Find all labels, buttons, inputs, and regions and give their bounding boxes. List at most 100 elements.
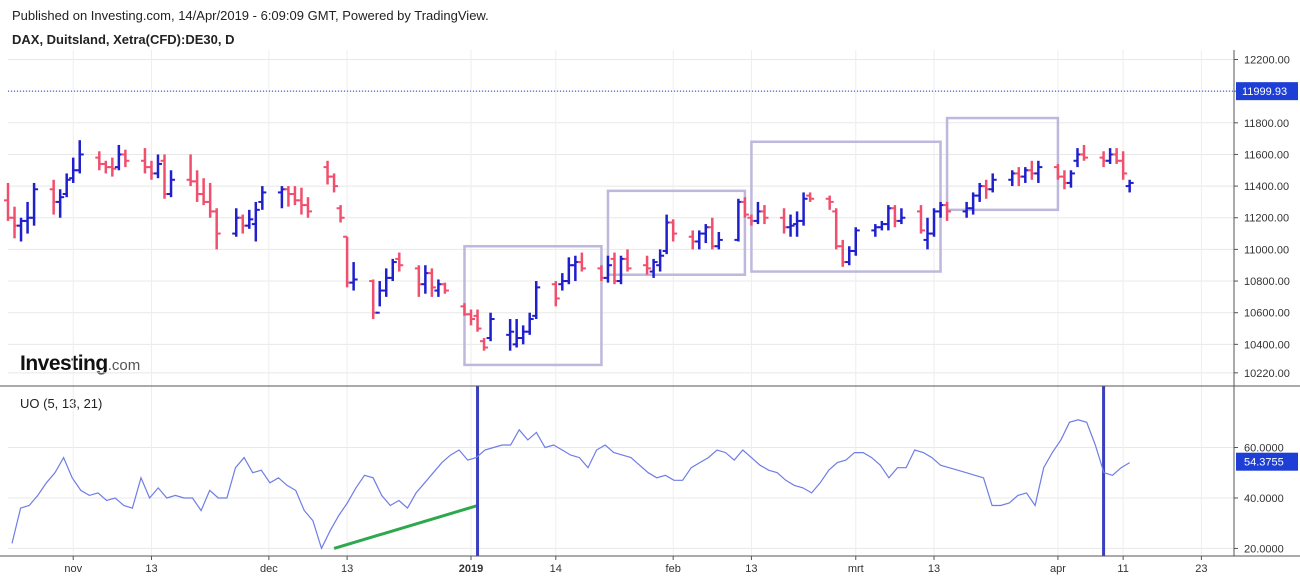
annotations bbox=[333, 116, 1106, 556]
ohlc-bar-down bbox=[943, 201, 952, 221]
ohlc-bar-up bbox=[714, 231, 723, 250]
uo-tick-label: 60.0000 bbox=[1244, 443, 1284, 455]
indicator-label: UO (5, 13, 21) bbox=[20, 396, 103, 411]
uo-last-badge bbox=[1236, 452, 1298, 471]
ohlc-bars bbox=[4, 140, 1134, 351]
ohlc-bar-up bbox=[1034, 160, 1043, 183]
price-tick-label: 10400.00 bbox=[1244, 339, 1290, 351]
ohlc-bar-up bbox=[656, 249, 665, 272]
price-tick-label: 11200.00 bbox=[1244, 213, 1289, 225]
ohlc-bar-down bbox=[10, 206, 19, 239]
x-tick-label: 2019 bbox=[459, 563, 483, 575]
ohlc-bar-up bbox=[988, 173, 997, 193]
ohlc-bar-up bbox=[753, 201, 762, 225]
ohlc-bar-up bbox=[786, 214, 795, 237]
price-tick-label: 10220.00 bbox=[1244, 368, 1290, 380]
price-tick-label: 11600.00 bbox=[1244, 149, 1289, 161]
ohlc-bar-down bbox=[336, 205, 345, 223]
ohlc-bar-up bbox=[877, 220, 886, 231]
ohlc-bar-down bbox=[1080, 144, 1089, 161]
ohlc-bar-up bbox=[153, 154, 162, 179]
ohlc-bar-down bbox=[643, 255, 652, 275]
ohlc-bar-down bbox=[297, 187, 306, 215]
ohlc-bar-up bbox=[349, 262, 358, 291]
x-tick-label: dec bbox=[260, 563, 278, 575]
ohlc-bar-up bbox=[258, 186, 267, 210]
ohlc-bar-up bbox=[519, 325, 528, 345]
price-tick-label: 10800.00 bbox=[1244, 276, 1290, 288]
ohlc-bar-down bbox=[160, 154, 169, 199]
ohlc-bar-down bbox=[206, 182, 215, 218]
ohlc-bar-down bbox=[708, 217, 717, 250]
ohlc-bar-down bbox=[330, 173, 339, 193]
x-tick-label: 13 bbox=[145, 563, 157, 575]
ohlc-bar-up bbox=[799, 192, 808, 226]
ohlc-bar-up bbox=[930, 208, 939, 237]
range-box bbox=[606, 189, 747, 276]
ohlc-bar-up bbox=[1125, 179, 1134, 193]
uo-tick-label: 20.0000 bbox=[1244, 543, 1284, 555]
ohlc-bar-down bbox=[147, 160, 156, 180]
investing-logo: Investing.com bbox=[20, 352, 140, 376]
price-tick-label: 10600.00 bbox=[1244, 308, 1290, 320]
ohlc-bar-down bbox=[832, 208, 841, 250]
ohlc-bar-up bbox=[232, 208, 241, 237]
x-tick-label: 13 bbox=[341, 563, 353, 575]
ohlc-bar-up bbox=[375, 281, 384, 314]
logo-brand: Investing bbox=[20, 352, 108, 375]
ohlc-bar-down bbox=[577, 252, 586, 272]
x-tick-label: 14 bbox=[550, 563, 562, 575]
ohlc-bar-down bbox=[121, 149, 130, 168]
ohlc-bar-up bbox=[75, 140, 84, 174]
ohlc-bar-up bbox=[525, 312, 534, 335]
uo-series bbox=[11, 419, 1131, 551]
ohlc-bar-down bbox=[551, 281, 560, 307]
ohlc-bar-up bbox=[793, 211, 802, 237]
last-price-label: 11999.93 bbox=[1242, 86, 1287, 98]
ohlc-bar-down bbox=[140, 148, 149, 174]
ohlc-bar-up bbox=[851, 227, 860, 256]
price-tick-label: 11800.00 bbox=[1244, 118, 1289, 130]
ohlc-bar-up bbox=[871, 224, 880, 237]
ohlc-bar-down bbox=[825, 195, 834, 210]
ohlc-bar-up bbox=[649, 258, 658, 278]
ohlc-bar-up bbox=[62, 173, 71, 198]
ohlc-bar-down bbox=[290, 186, 299, 206]
price-tick-label: 11000.00 bbox=[1244, 244, 1289, 256]
ohlc-bar-up bbox=[662, 214, 671, 255]
grid bbox=[8, 50, 1234, 556]
symbol-title: DAX, Duitsland, Xetra(CFD):DE30, D bbox=[12, 32, 235, 47]
ohlc-bar-down bbox=[4, 182, 12, 221]
ohlc-bar-down bbox=[343, 235, 352, 288]
ohlc-bar-down bbox=[780, 208, 789, 234]
ohlc-bar-down bbox=[303, 197, 312, 218]
ohlc-bar-down bbox=[760, 205, 769, 225]
ohlc-bar-down bbox=[395, 252, 404, 272]
ohlc-bar-up bbox=[617, 255, 625, 285]
axes: 12200.0012000.0011800.0011600.0011400.00… bbox=[0, 50, 1300, 575]
ohlc-bar-down bbox=[212, 208, 221, 250]
ohlc-bar-up bbox=[56, 189, 65, 218]
ohlc-bar-up bbox=[245, 209, 254, 229]
range-box bbox=[750, 140, 942, 273]
ohlc-bar-up bbox=[1066, 170, 1075, 188]
ohlc-bar-up bbox=[897, 208, 906, 225]
ohlc-bar-down bbox=[108, 157, 117, 177]
x-tick-label: nov bbox=[64, 563, 82, 575]
x-tick-label: 13 bbox=[928, 563, 940, 575]
ohlc-bar-up bbox=[167, 170, 176, 198]
ohlc-bar-down bbox=[806, 192, 815, 202]
ohlc-bar-down bbox=[480, 338, 489, 351]
ohlc-bar-down bbox=[688, 230, 697, 250]
ohlc-bar-up bbox=[30, 182, 39, 226]
ohlc-bar-down bbox=[1099, 151, 1108, 168]
ohlc-bar-up bbox=[603, 255, 612, 283]
ohlc-bar-down bbox=[473, 309, 482, 332]
ohlc-bar-down bbox=[669, 219, 678, 242]
ohlc-bar-up bbox=[114, 144, 123, 171]
uo-last-label: 54.3755 bbox=[1244, 457, 1284, 469]
published-info: Published on Investing.com, 14/Apr/2019 … bbox=[12, 8, 489, 23]
price-tick-label: 11400.00 bbox=[1244, 181, 1289, 193]
ohlc-bar-up bbox=[421, 265, 430, 294]
